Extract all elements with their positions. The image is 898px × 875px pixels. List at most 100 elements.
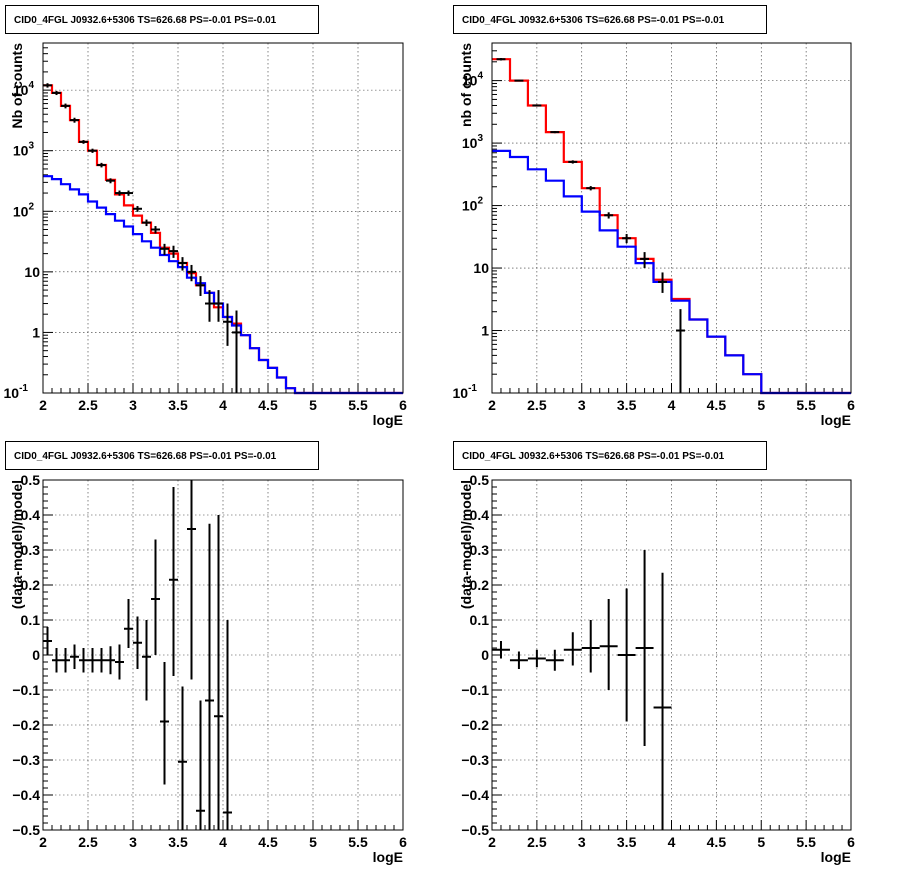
data-point <box>169 245 178 258</box>
y-axis-label: Nb of counts <box>9 43 25 129</box>
data-point <box>622 234 632 244</box>
y-tick-label: −0.4 <box>12 787 40 803</box>
y-tick-label: 0.2 <box>21 577 41 593</box>
x-tick-label: 4 <box>668 397 676 413</box>
chart-panel-top-right: CID0_4FGL J0932.6+5306 TS=626.68 PS=-0.0… <box>453 5 855 428</box>
data-point <box>653 572 672 830</box>
plot-frame <box>491 479 852 831</box>
y-tick-exponent: -1 <box>19 383 28 394</box>
data-points <box>43 83 241 393</box>
x-tick-label: 3 <box>129 834 137 850</box>
y-tick-label: 0.4 <box>470 507 490 523</box>
data-point <box>43 83 52 88</box>
y-tick-label: 0.3 <box>21 542 41 558</box>
data-point <box>196 700 205 830</box>
data-point <box>79 648 88 673</box>
data-point <box>124 599 133 648</box>
data-point <box>88 648 97 673</box>
data-point <box>214 290 223 322</box>
y-tick-exponent: 2 <box>28 201 34 212</box>
data-point <box>61 648 70 673</box>
x-tick-label: 2 <box>39 834 47 850</box>
chart-title: CID0_4FGL J0932.6+5306 TS=626.68 PS=-0.0… <box>14 15 277 26</box>
y-tick-exponent: 3 <box>477 133 483 144</box>
y-tick-label: −0.3 <box>461 752 489 768</box>
y-tick-label: 10 <box>473 260 489 276</box>
y-axis-label: nb of counts <box>458 43 474 127</box>
y-tick-label: 0.5 <box>470 472 490 488</box>
y-tick-label: 102 <box>462 196 484 214</box>
data-point <box>545 649 564 671</box>
x-tick-label: 3 <box>578 834 586 850</box>
y-tick-label: 0.2 <box>470 577 490 593</box>
data-point <box>88 148 97 153</box>
grid <box>492 480 851 830</box>
data-points <box>496 58 685 393</box>
data-point <box>169 487 178 676</box>
x-tick-label: 3.5 <box>617 397 637 413</box>
x-tick-label: 4.5 <box>258 834 278 850</box>
chart-title-box <box>453 441 767 470</box>
data-point <box>133 206 142 212</box>
x-tick-label: 4 <box>219 397 227 413</box>
data-point <box>509 651 528 669</box>
y-tick-label: 0.4 <box>21 507 41 523</box>
x-tick-label: 5 <box>757 834 765 850</box>
x-tick-label: 5 <box>757 397 765 413</box>
data-point <box>151 539 160 655</box>
y-tick-exponent: 4 <box>477 71 483 82</box>
data-point <box>599 599 618 690</box>
data-point <box>52 90 61 96</box>
data-point <box>187 264 196 282</box>
plot-frame <box>491 42 852 394</box>
x-tick-label: 6 <box>399 834 407 850</box>
y-tick-label: 103 <box>462 133 484 151</box>
x-tick-label: 2.5 <box>78 834 98 850</box>
chart-panel-bottom-right: CID0_4FGL J0932.6+5306 TS=626.68 PS=-0.0… <box>453 441 855 865</box>
data-point <box>617 588 636 722</box>
data-point <box>586 186 596 191</box>
data-point <box>568 160 578 164</box>
data-point <box>223 303 232 346</box>
x-tick-label: 5 <box>309 834 317 850</box>
x-tick-label: 4.5 <box>707 397 727 413</box>
data-point <box>178 257 187 271</box>
chart-panel-bottom-left: CID0_4FGL J0932.6+5306 TS=626.68 PS=-0.0… <box>5 441 407 865</box>
grid <box>43 43 403 393</box>
y-tick-exponent: -1 <box>468 383 477 394</box>
y-tick-label: 10 <box>24 264 40 280</box>
data-point <box>70 117 79 123</box>
data-point <box>133 616 142 669</box>
data-point <box>205 523 214 830</box>
data-points <box>492 550 672 830</box>
x-tick-label: 5.5 <box>796 834 816 850</box>
data-point <box>550 131 560 134</box>
x-tick-label: 5 <box>309 397 317 413</box>
data-point <box>115 644 124 680</box>
y-tick-label: 0.1 <box>470 612 490 628</box>
y-tick-label: 1 <box>32 324 40 340</box>
data-point <box>61 103 70 109</box>
x-tick-label: 6 <box>847 397 855 413</box>
y-tick-label: 0.1 <box>21 612 41 628</box>
y-tick-label: 0 <box>32 647 40 663</box>
x-tick-label: 3 <box>578 397 586 413</box>
data-point <box>160 243 169 255</box>
y-tick-label: −0.1 <box>12 682 40 698</box>
y-tick-exponent: 3 <box>28 141 34 152</box>
axis-ticks <box>491 42 852 394</box>
x-axis-label: logE <box>373 849 403 865</box>
x-tick-label: 5.5 <box>348 834 368 850</box>
x-tick-label: 2.5 <box>527 397 547 413</box>
y-tick-label: −0.3 <box>12 752 40 768</box>
data-point <box>124 190 133 196</box>
x-tick-label: 3.5 <box>168 834 188 850</box>
x-tick-label: 2 <box>39 397 47 413</box>
x-tick-label: 6 <box>399 397 407 413</box>
x-tick-label: 3.5 <box>617 834 637 850</box>
x-tick-label: 6 <box>847 834 855 850</box>
data-point <box>205 290 214 322</box>
data-point <box>532 104 542 107</box>
chart-panel-top-left: CID0_4FGL J0932.6+5306 TS=626.68 PS=-0.0… <box>4 5 407 428</box>
x-tick-label: 3 <box>129 397 137 413</box>
